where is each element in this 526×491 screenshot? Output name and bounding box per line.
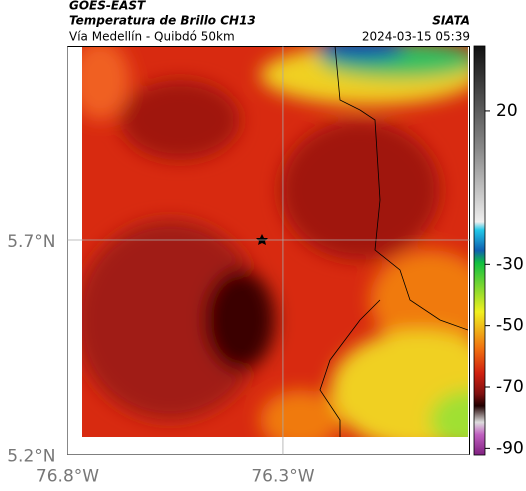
location-marker bbox=[256, 234, 268, 245]
source: SIATA bbox=[432, 14, 470, 28]
y-tick-label: 5.2°N bbox=[7, 447, 55, 467]
y-tick-label: 5.7°N bbox=[7, 232, 55, 252]
brightness-field bbox=[82, 46, 468, 437]
colorbar-tick-label: -70 bbox=[496, 377, 524, 397]
colorbar bbox=[473, 45, 486, 456]
route: Vía Medellín - Quibdó 50km bbox=[69, 30, 235, 44]
colorbar-tick-label: 20 bbox=[496, 101, 518, 121]
colorbar-tick-label: -50 bbox=[496, 316, 524, 336]
colorbar-tick-label: -30 bbox=[496, 254, 524, 274]
x-tick-label: 76.8°W bbox=[36, 467, 99, 487]
x-tick-label: 76.3°W bbox=[251, 467, 314, 487]
subtitle: Temperatura de Brillo CH13 bbox=[69, 14, 256, 28]
title: GOES-EAST bbox=[69, 0, 146, 13]
datetime: 2024-03-15 05:39 bbox=[362, 30, 470, 44]
colorbar-tick-label: -90 bbox=[496, 438, 524, 458]
